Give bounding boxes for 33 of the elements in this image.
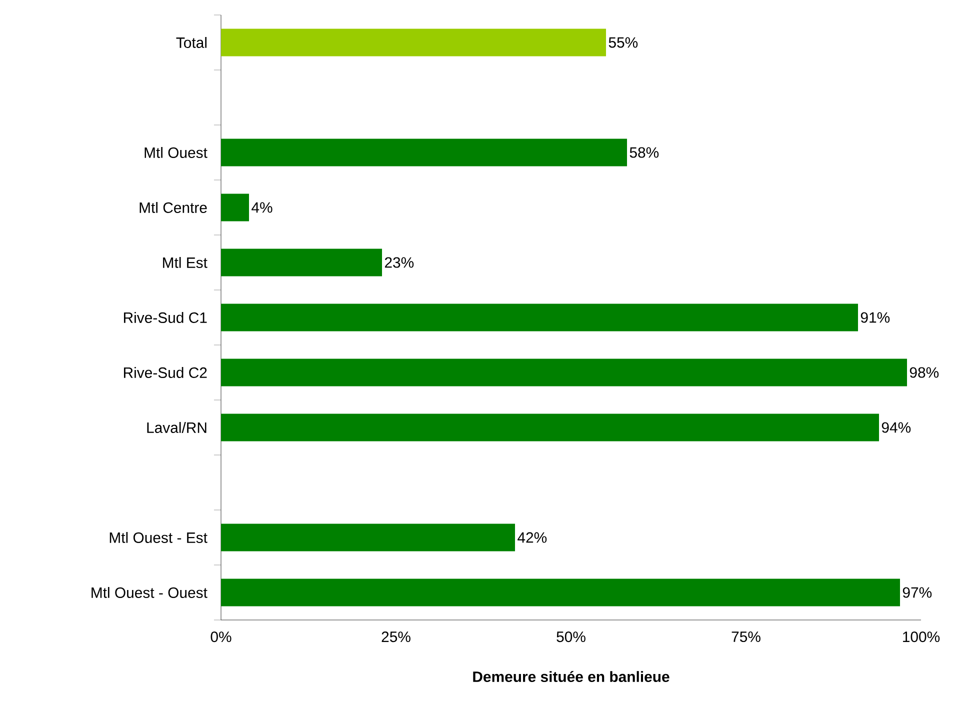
x-tick-label: 50% <box>556 632 586 642</box>
bar <box>221 194 250 222</box>
data-label: 91% <box>860 312 890 323</box>
y-tick-label: Mtl Ouest <box>144 147 208 158</box>
data-label: 98% <box>910 367 939 378</box>
y-tick-label: Laval/RN <box>147 422 206 433</box>
bar <box>221 578 900 606</box>
data-label: 4% <box>252 202 272 213</box>
y-tick-label: Mtl Ouest - Ouest <box>92 587 208 598</box>
x-tick-label: 75% <box>732 632 760 642</box>
y-tick-label: Rive-Sud C2 <box>124 367 207 378</box>
x-tick-label: 100% <box>903 632 940 642</box>
y-tick-label: Mtl Ouest - Est <box>110 532 208 543</box>
bar <box>221 414 880 442</box>
x-tick-label: 25% <box>382 632 410 642</box>
data-label: 42% <box>518 532 547 543</box>
data-label: 94% <box>882 422 911 433</box>
x-axis-title: Demeure située en banlieue <box>473 670 670 682</box>
data-label: 97% <box>902 587 932 598</box>
data-label: 58% <box>630 147 659 158</box>
bar <box>221 358 908 386</box>
bar <box>221 28 606 56</box>
y-tick-label: Mtl Est <box>163 257 208 268</box>
x-tick-label: 0% <box>210 632 232 642</box>
y-tick-label: Total <box>176 37 206 48</box>
bar <box>221 304 858 332</box>
bar <box>221 138 628 166</box>
bar <box>221 248 382 276</box>
bar <box>221 524 516 552</box>
data-label: 23% <box>384 257 414 268</box>
y-tick-label: Rive-Sud C1 <box>124 312 207 323</box>
data-label: 55% <box>608 37 638 48</box>
y-tick-label: Mtl Centre <box>140 202 207 213</box>
